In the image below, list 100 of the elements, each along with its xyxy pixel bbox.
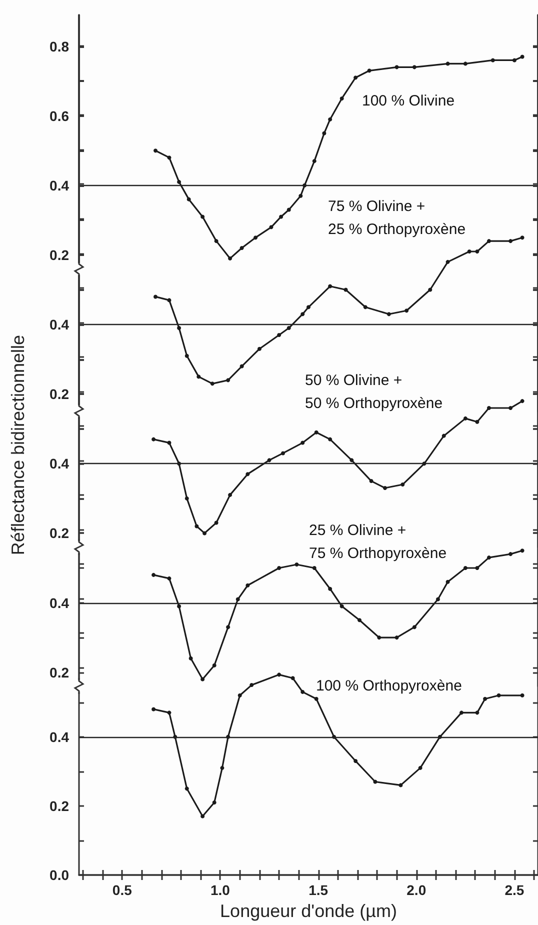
point xyxy=(167,156,172,160)
y-tick-label: 0.8 xyxy=(50,38,70,54)
point xyxy=(152,707,156,712)
point xyxy=(442,434,446,438)
point xyxy=(306,305,310,310)
point xyxy=(167,298,172,302)
point xyxy=(369,479,374,484)
x-tick-label: 1.5 xyxy=(308,882,328,898)
point xyxy=(177,180,182,184)
point xyxy=(344,288,348,292)
point xyxy=(398,783,403,788)
point xyxy=(300,690,305,694)
point xyxy=(269,225,274,230)
point xyxy=(238,693,242,698)
point xyxy=(412,625,416,630)
point xyxy=(200,677,205,682)
point xyxy=(508,552,513,556)
point xyxy=(383,486,387,490)
point xyxy=(154,294,158,299)
point xyxy=(512,58,516,62)
point xyxy=(350,458,354,462)
y-tick-label: 0.6 xyxy=(50,108,70,124)
x-tick-label: 2.5 xyxy=(504,882,524,898)
point xyxy=(328,117,332,122)
point xyxy=(167,440,172,445)
point xyxy=(436,597,440,602)
series-label: 100 % Olivine xyxy=(362,92,455,110)
point xyxy=(214,520,218,525)
point xyxy=(184,354,189,358)
point xyxy=(281,451,285,456)
point xyxy=(277,672,282,677)
point xyxy=(290,676,295,680)
point xyxy=(467,250,472,254)
point xyxy=(486,406,491,410)
point xyxy=(446,260,450,264)
point xyxy=(300,312,305,316)
point xyxy=(220,766,224,770)
point xyxy=(354,759,358,764)
point xyxy=(475,566,480,570)
point xyxy=(363,305,368,310)
point xyxy=(314,696,318,701)
point xyxy=(490,58,495,62)
y-tick-label: 0.4 xyxy=(50,456,70,472)
point xyxy=(279,214,284,219)
point xyxy=(520,236,524,240)
point xyxy=(152,437,156,442)
point xyxy=(202,531,207,536)
y-tick-label: 0.2 xyxy=(50,798,70,814)
point xyxy=(428,288,432,292)
point xyxy=(394,65,399,70)
point xyxy=(354,76,358,80)
point xyxy=(154,148,158,153)
y-tick-label: 0.4 xyxy=(50,594,70,611)
point xyxy=(367,68,372,73)
point xyxy=(394,636,399,640)
point xyxy=(460,710,464,715)
y-tick-label: 0.2 xyxy=(50,664,70,680)
point xyxy=(520,548,524,553)
point xyxy=(184,496,189,500)
point xyxy=(184,786,189,791)
point xyxy=(483,696,488,701)
series-label: 50 % Olivine + 50 % Orthopyroxène xyxy=(305,372,443,412)
point xyxy=(463,566,468,570)
y-axis-title: Réflectance bidirectionnelle xyxy=(8,334,28,556)
point xyxy=(373,780,378,784)
point xyxy=(340,604,344,608)
point xyxy=(386,312,391,316)
point xyxy=(340,96,344,100)
point xyxy=(212,800,216,804)
point xyxy=(228,492,232,497)
point xyxy=(194,524,199,528)
series-label: 75 % Olivine + 25 % Orthopyroxène xyxy=(328,198,466,238)
point xyxy=(294,562,299,567)
point xyxy=(328,586,332,591)
point xyxy=(267,458,272,462)
point xyxy=(212,663,216,668)
y-tick-label: 0.4 xyxy=(50,316,70,333)
point xyxy=(520,54,524,59)
x-tick-label: 1.0 xyxy=(210,882,230,898)
point xyxy=(314,430,318,434)
point xyxy=(475,250,480,254)
point xyxy=(186,197,191,202)
point xyxy=(508,239,513,244)
point xyxy=(210,382,214,386)
point xyxy=(167,576,172,580)
point xyxy=(214,239,218,244)
point xyxy=(496,693,501,698)
point xyxy=(167,710,172,715)
point xyxy=(240,364,244,368)
point xyxy=(463,62,468,66)
point xyxy=(520,693,524,698)
point xyxy=(475,710,480,715)
point xyxy=(446,580,450,584)
point xyxy=(328,284,332,288)
point xyxy=(358,618,362,622)
y-tick-label: 0.0 xyxy=(50,867,70,883)
point xyxy=(418,766,422,770)
point xyxy=(228,256,232,260)
point xyxy=(463,416,468,420)
point xyxy=(486,239,491,244)
